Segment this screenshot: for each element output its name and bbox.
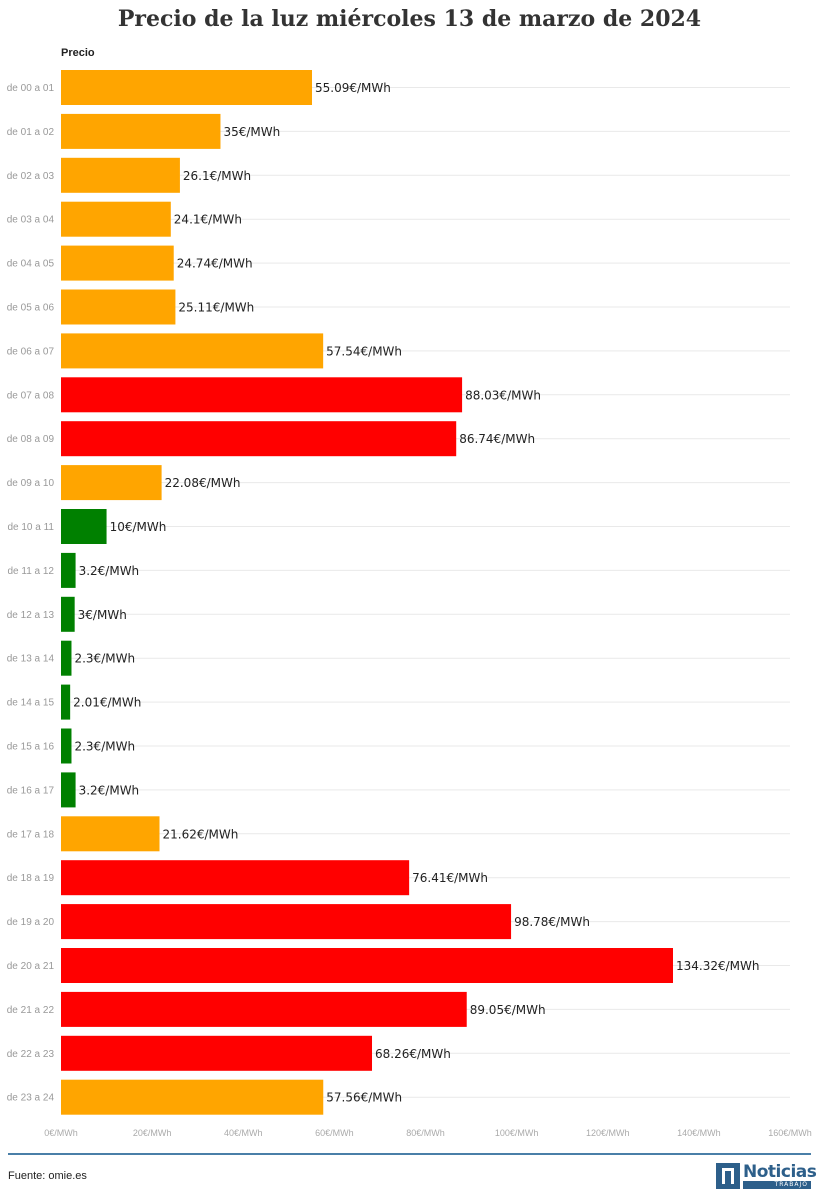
bars (61, 70, 673, 1115)
value-label: 57.54€/MWh (326, 344, 402, 358)
category-label: de 06 a 07 (7, 346, 55, 357)
bar (61, 333, 324, 369)
value-label: 89.05€/MWh (470, 1003, 546, 1017)
noticias-trabajo-logo-icon (716, 1163, 740, 1189)
bar (61, 113, 221, 149)
value-label: 2.01€/MWh (73, 696, 141, 710)
bar (61, 991, 467, 1027)
value-labels: 55.09€/MWh 35€/MWh 26.1€/MWh 24.1€/MWh 24.74… (73, 81, 759, 1105)
category-label: de 11 a 12 (7, 566, 54, 577)
value-label: 68.26€/MWh (375, 1047, 451, 1061)
category-label: de 18 a 19 (7, 873, 55, 884)
category-label: de 13 a 14 (7, 654, 55, 665)
value-label: 24.74€/MWh (177, 257, 253, 271)
brand-logo: Noticias TRABAJO (716, 1162, 817, 1189)
series-header: Precio (61, 47, 95, 59)
value-label: 86.74€/MWh (459, 432, 535, 446)
x-tick-label: 20€/MWh (133, 1128, 172, 1138)
bar (61, 1035, 373, 1071)
category-label: de 02 a 03 (7, 171, 55, 182)
value-label: 88.03€/MWh (465, 388, 541, 402)
bar (61, 421, 457, 457)
bar (61, 157, 180, 193)
category-label: de 16 a 17 (7, 785, 55, 796)
bar (61, 552, 76, 588)
x-tick-label: 160€/MWh (768, 1128, 812, 1138)
category-label: de 09 a 10 (7, 478, 55, 489)
logo-name: Noticias (743, 1162, 817, 1182)
category-label: de 01 a 02 (7, 127, 55, 138)
bar (61, 201, 171, 237)
x-tick-label: 140€/MWh (677, 1128, 721, 1138)
value-label: 22.08€/MWh (165, 476, 241, 490)
bar (61, 948, 673, 983)
category-labels: de 00 a 01 de 01 a 02 de 02 a 03 de 03 a 04… (7, 83, 55, 1104)
value-label: 35€/MWh (223, 125, 280, 139)
bar (61, 596, 75, 632)
source-text: Fuente: omie.es (8, 1170, 87, 1182)
bar (61, 245, 174, 281)
category-label: de 05 a 06 (7, 303, 55, 314)
category-label: de 23 a 24 (7, 1093, 55, 1104)
category-label: de 17 a 18 (7, 829, 55, 840)
category-label: de 12 a 13 (7, 610, 55, 621)
value-label: 21.62€/MWh (163, 827, 239, 841)
bar (61, 509, 107, 544)
category-label: de 08 a 09 (7, 434, 55, 445)
category-label: de 14 a 15 (7, 698, 55, 709)
value-label: 3€/MWh (78, 608, 127, 622)
value-label: 10€/MWh (110, 520, 167, 534)
category-label: de 22 a 23 (7, 1049, 55, 1060)
value-label: 134.32€/MWh (676, 959, 760, 973)
bar (61, 728, 72, 764)
bar (61, 70, 313, 105)
category-label: de 00 a 01 (7, 83, 55, 94)
category-label: de 10 a 11 (7, 522, 54, 533)
gridlines (61, 87, 790, 1098)
bar (61, 640, 72, 676)
value-label: 98.78€/MWh (514, 915, 590, 929)
x-tick-label: 40€/MWh (224, 1128, 263, 1138)
category-label: de 03 a 04 (7, 215, 55, 226)
value-label: 3.2€/MWh (79, 564, 140, 578)
x-tick-label: 100€/MWh (495, 1128, 539, 1138)
value-label: 55.09€/MWh (315, 81, 391, 95)
chart-title: Precio de la luz miércoles 13 de marzo d… (117, 6, 702, 32)
value-label: 76.41€/MWh (412, 871, 488, 885)
bar (61, 860, 410, 896)
bar (61, 377, 463, 413)
value-label: 2.3€/MWh (74, 652, 135, 666)
category-label: de 19 a 20 (7, 917, 55, 928)
bar (61, 465, 162, 501)
bar (61, 904, 512, 940)
value-label: 25.11€/MWh (178, 301, 254, 315)
bar (61, 772, 76, 808)
bar (61, 816, 160, 852)
category-label: de 15 a 16 (7, 742, 55, 753)
value-label: 2.3€/MWh (74, 740, 135, 754)
category-label: de 04 a 05 (7, 259, 55, 270)
value-label: 57.56€/MWh (326, 1091, 402, 1105)
category-label: de 20 a 21 (7, 961, 55, 972)
bar (61, 684, 71, 720)
category-label: de 07 a 08 (7, 390, 55, 401)
x-tick-label: 120€/MWh (586, 1128, 630, 1138)
value-label: 26.1€/MWh (183, 169, 251, 183)
bar (61, 1079, 324, 1115)
category-label: de 21 a 22 (7, 1005, 55, 1016)
x-axis-ticks: 0€/MWh 20€/MWh 40€/MWh 60€/MWh 80€/MWh 100€/M… (44, 1128, 812, 1138)
bar (61, 289, 176, 325)
footer-divider (8, 1153, 811, 1155)
x-tick-label: 60€/MWh (315, 1128, 354, 1138)
x-tick-label: 0€/MWh (44, 1128, 78, 1138)
x-tick-label: 80€/MWh (406, 1128, 445, 1138)
bar-chart: de 00 a 01 de 01 a 02 de 02 a 03 de 03 a 04… (7, 70, 812, 1138)
logo-subtitle: TRABAJO (743, 1181, 811, 1189)
value-label: 24.1€/MWh (174, 213, 242, 227)
value-label: 3.2€/MWh (79, 783, 140, 797)
